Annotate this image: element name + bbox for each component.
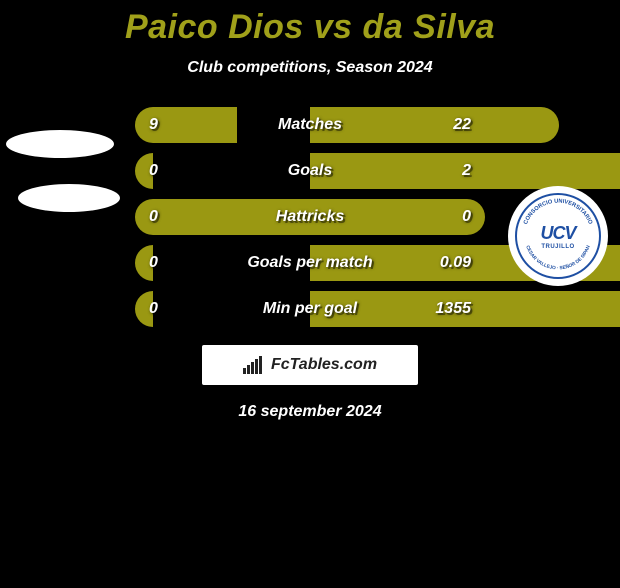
brand-name: FcTables.com [271, 356, 377, 374]
value-right: 0.09 [440, 254, 471, 272]
decor-ellipse-2 [18, 184, 120, 212]
chart-row: 0 1355 Min per goal [0, 291, 620, 327]
value-right: 2 [462, 162, 471, 180]
page-title: Paico Dios vs da Silva [0, 8, 620, 47]
club-badge-ring-text: CONSORCIO UNIVERSITARIO CESAR VALLEJO · … [517, 195, 599, 277]
metric-label: Goals per match [247, 254, 372, 272]
barset: 0 0.09 Goals per match [135, 245, 485, 281]
club-badge: CONSORCIO UNIVERSITARIO CESAR VALLEJO · … [508, 186, 608, 286]
bar-right [310, 107, 559, 143]
value-left: 0 [149, 254, 158, 272]
barset: 0 1355 Min per goal [135, 291, 485, 327]
club-badge-inner: CONSORCIO UNIVERSITARIO CESAR VALLEJO · … [515, 193, 601, 279]
value-left: 0 [149, 208, 158, 226]
svg-text:CESAR VALLEJO · SEÑOR DE SIPAN: CESAR VALLEJO · SEÑOR DE SIPAN [524, 244, 592, 271]
value-left: 0 [149, 300, 158, 318]
barset: 0 0 Hattricks [135, 199, 485, 235]
decor-ellipse-1 [6, 130, 114, 158]
svg-text:CONSORCIO UNIVERSITARIO: CONSORCIO UNIVERSITARIO [523, 199, 593, 226]
barset: 9 22 Matches [135, 107, 485, 143]
metric-label: Hattricks [276, 208, 344, 226]
barset: 0 2 Goals [135, 153, 485, 189]
value-right: 22 [453, 116, 471, 134]
badge-arc-bottom: CESAR VALLEJO · SEÑOR DE SIPAN [524, 244, 592, 271]
page-subtitle: Club competitions, Season 2024 [0, 59, 620, 77]
value-left: 0 [149, 162, 158, 180]
brand-badge: FcTables.com [202, 345, 418, 385]
chart-row: 0 2 Goals [0, 153, 620, 189]
bar-chart-icon [243, 356, 265, 374]
value-right: 1355 [435, 300, 471, 318]
badge-arc-top: CONSORCIO UNIVERSITARIO [523, 199, 593, 226]
value-right: 0 [462, 208, 471, 226]
metric-label: Matches [278, 116, 342, 134]
value-left: 9 [149, 116, 158, 134]
metric-label: Goals [288, 162, 332, 180]
metric-label: Min per goal [263, 300, 357, 318]
footer-date: 16 september 2024 [0, 403, 620, 421]
